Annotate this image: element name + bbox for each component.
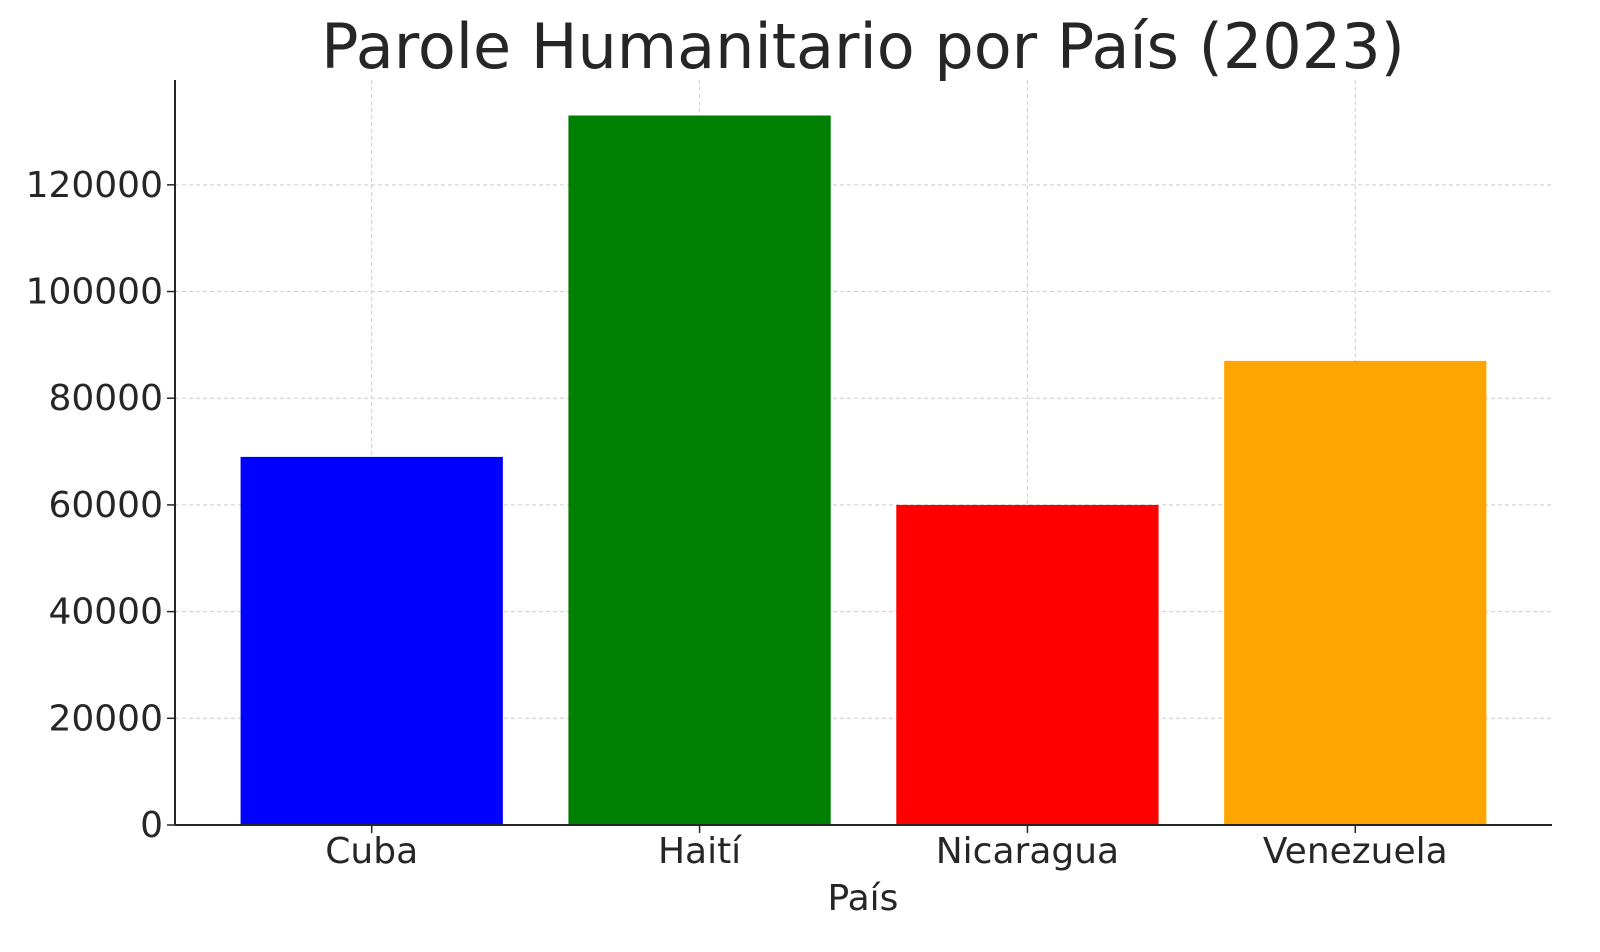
bars bbox=[240, 115, 1487, 825]
x-tick-label: Venezuela bbox=[1263, 831, 1448, 872]
axes bbox=[174, 80, 1552, 826]
y-tick-label: 100000 bbox=[26, 272, 163, 313]
y-ticks: 0 20000 40000 60000 80000 100000 120000 bbox=[26, 165, 175, 846]
x-axis-label: País bbox=[828, 878, 899, 919]
x-tick-label: Haití bbox=[658, 831, 742, 872]
x-ticks: Cuba Haití Nicaragua Venezuela bbox=[325, 825, 1448, 872]
y-tick-label: 0 bbox=[140, 805, 163, 846]
bar-haití bbox=[568, 115, 831, 825]
bar-cuba bbox=[240, 456, 503, 825]
bar-nicaragua bbox=[896, 504, 1159, 825]
y-tick-label: 60000 bbox=[48, 485, 163, 526]
chart-title: Parole Humanitario por País (2023) bbox=[321, 10, 1405, 83]
y-tick-label: 80000 bbox=[48, 378, 163, 419]
x-tick-label: Cuba bbox=[325, 831, 418, 872]
bar-venezuela bbox=[1224, 360, 1487, 825]
x-tick-label: Nicaragua bbox=[936, 831, 1119, 872]
y-tick-label: 40000 bbox=[48, 592, 163, 633]
y-tick-label: 20000 bbox=[48, 698, 163, 739]
y-tick-label: 120000 bbox=[26, 165, 163, 206]
